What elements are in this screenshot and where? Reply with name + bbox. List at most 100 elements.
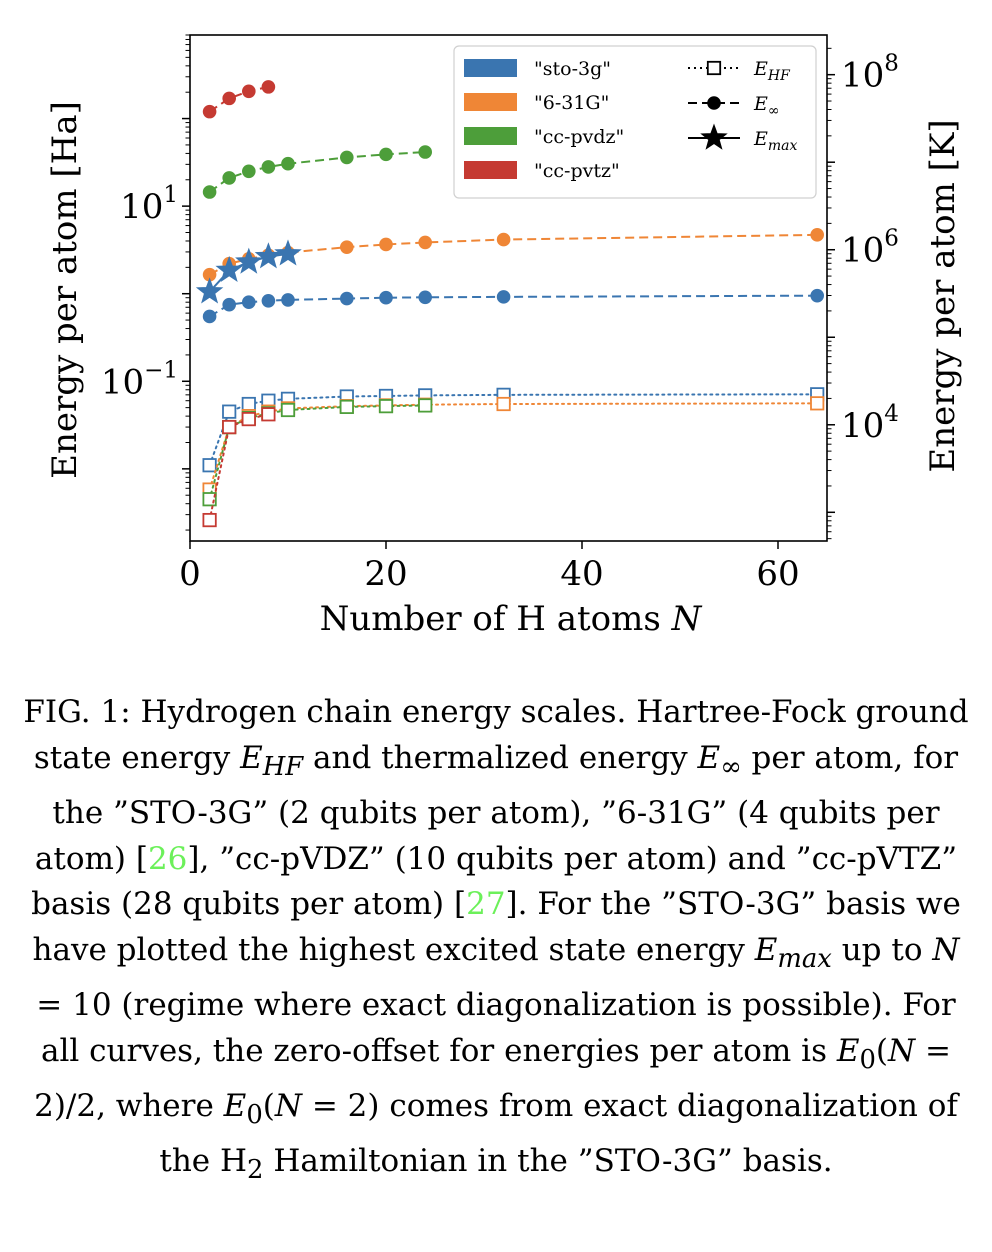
series-e-hf-6-31G bbox=[202, 396, 825, 497]
data-point bbox=[241, 411, 256, 427]
caption-emax-sub: max bbox=[777, 944, 832, 975]
legend-box bbox=[453, 45, 817, 199]
legend-marker bbox=[707, 96, 721, 110]
x-tick-label: 60 bbox=[756, 554, 799, 594]
legend-entry-label: "6-31G" bbox=[534, 92, 609, 114]
data-point bbox=[242, 164, 256, 179]
y-tick-label: 10−1 bbox=[101, 357, 178, 402]
series-line bbox=[208, 393, 819, 467]
x-tick-label: 20 bbox=[364, 554, 407, 594]
caption-text: Hamiltonian in the ”STO-3G” basis. bbox=[263, 1142, 833, 1179]
data-point bbox=[261, 293, 276, 308]
axes-layer: 0 20 40 60 101 10−1 104 106 108 Number of H atoms… bbox=[45, 34, 963, 639]
series-line bbox=[208, 402, 819, 491]
y2-tick-label: 106 bbox=[841, 226, 899, 271]
series-e-hf-sto-3g bbox=[202, 387, 825, 473]
caption-ehf-sub: HF bbox=[262, 751, 304, 782]
series-e-inf-6-31G bbox=[202, 228, 824, 282]
series-line bbox=[209, 151, 426, 193]
data-point bbox=[340, 291, 354, 306]
legend-entry-subscript: ∞ bbox=[768, 103, 780, 119]
data-point bbox=[222, 297, 236, 312]
series-e-inf-cc-pvdz bbox=[202, 145, 433, 199]
legend-marker bbox=[706, 60, 722, 76]
data-point bbox=[281, 293, 295, 307]
caption-emax: E bbox=[754, 932, 778, 969]
legend-swatch bbox=[464, 59, 517, 77]
y-axis-label: Energy per atom [Ha] bbox=[45, 101, 85, 479]
data-point bbox=[379, 290, 393, 305]
data-point bbox=[378, 399, 394, 414]
caption-n: N bbox=[888, 1032, 916, 1069]
data-point bbox=[241, 396, 256, 412]
y2-tick-exponent: 4 bbox=[884, 401, 899, 427]
y-tick-exponent: 1 bbox=[163, 182, 178, 208]
data-point bbox=[222, 404, 237, 419]
series-line bbox=[209, 233, 818, 276]
legend-entry-label: "sto-3g" bbox=[534, 58, 611, 80]
data-point bbox=[810, 396, 825, 411]
chart-svg: 0 20 40 60 101 10−1 104 106 108 Number of H atoms… bbox=[45, 34, 963, 639]
x-axis-label-var: N bbox=[671, 599, 703, 639]
caption-n: N bbox=[932, 932, 960, 969]
data-point bbox=[261, 80, 276, 94]
data-point bbox=[418, 290, 433, 305]
caption-text: FIG. 1: Hydrogen chain energy scales. Ha… bbox=[23, 694, 969, 776]
caption-text: ]. For the ”STO-3G” basis we have plotte… bbox=[32, 886, 961, 969]
data-point bbox=[242, 84, 256, 99]
caption-text: = 2)/2, where bbox=[34, 1032, 951, 1124]
y-tick-exponent: −1 bbox=[144, 357, 178, 383]
caption-einf: E bbox=[697, 739, 721, 776]
data-point bbox=[202, 309, 217, 324]
legend-entry-subscript: max bbox=[768, 138, 798, 154]
data-point bbox=[215, 255, 243, 283]
data-point bbox=[810, 288, 824, 303]
caption-text: ], ”cc-pVDZ” (10 qubits per atom) and ”c… bbox=[31, 840, 958, 923]
data-point bbox=[281, 156, 295, 171]
caption-e0-sub: 0 bbox=[246, 1100, 263, 1131]
caption-ehf: E bbox=[240, 739, 263, 776]
data-point bbox=[195, 277, 224, 304]
citation-link-26[interactable]: 26 bbox=[147, 840, 188, 877]
data-point bbox=[379, 147, 393, 162]
series-layer bbox=[195, 80, 825, 528]
data-point bbox=[339, 399, 354, 414]
series-e-max-sto-3g bbox=[195, 239, 302, 304]
data-point bbox=[418, 398, 433, 413]
series-line bbox=[209, 294, 818, 318]
legend-entry-label: "cc-pvdz" bbox=[534, 126, 624, 148]
data-point bbox=[202, 104, 217, 119]
data-point bbox=[254, 242, 283, 269]
x-tick-label: 40 bbox=[560, 554, 603, 594]
data-point bbox=[261, 407, 276, 422]
y-tick-label: 101 bbox=[120, 182, 178, 227]
caption-e0: E bbox=[836, 1032, 860, 1069]
legend-swatch bbox=[464, 161, 517, 179]
caption-text: up to bbox=[831, 932, 933, 969]
caption-e0-sub: 0 bbox=[859, 1045, 876, 1076]
data-point bbox=[379, 237, 393, 252]
citation-link-27[interactable]: 27 bbox=[466, 886, 506, 923]
data-point bbox=[202, 512, 217, 528]
y2-tick-label: 104 bbox=[841, 401, 899, 446]
caption-text: per atom, for the ”STO-3G” (2 qubits per… bbox=[34, 739, 959, 877]
caption-e0: E bbox=[223, 1087, 247, 1124]
data-point bbox=[496, 232, 511, 247]
x-axis-label: Number of H atoms N bbox=[320, 599, 703, 639]
series-e-inf-cc-pvtz bbox=[202, 80, 276, 119]
data-point bbox=[235, 247, 263, 274]
data-point bbox=[242, 295, 256, 309]
caption-text: ( bbox=[875, 1032, 889, 1069]
data-point bbox=[418, 145, 433, 159]
series-line bbox=[209, 85, 269, 113]
series-line bbox=[208, 413, 270, 522]
caption-text: and thermalized energy bbox=[303, 739, 698, 776]
y2-axis-label: Energy per atom [K] bbox=[923, 119, 963, 472]
legend-marker bbox=[700, 123, 728, 150]
caption-text: = 2) comes from exact diagonalization of… bbox=[159, 1087, 958, 1179]
y2-tick-label: 108 bbox=[841, 51, 899, 96]
data-point bbox=[280, 402, 296, 418]
caption-h2-sub: 2 bbox=[247, 1155, 264, 1186]
data-point bbox=[340, 150, 354, 165]
caption-text: ( bbox=[262, 1087, 275, 1124]
